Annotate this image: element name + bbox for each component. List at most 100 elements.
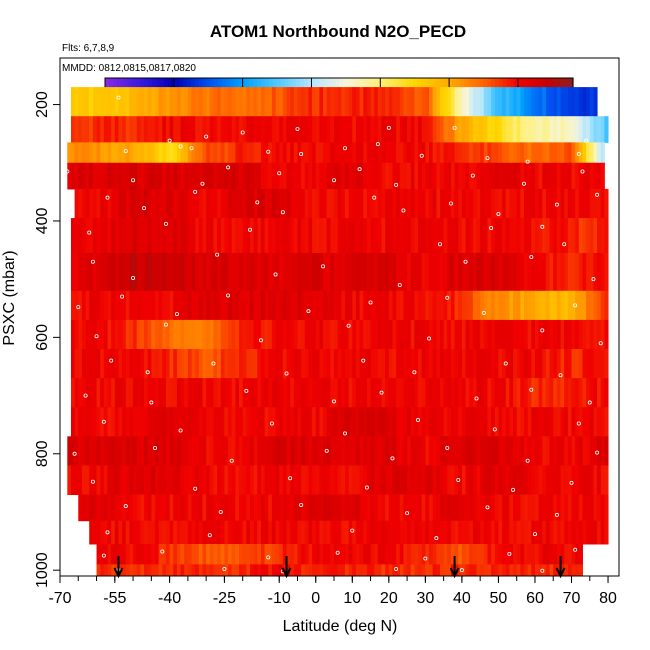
- heatmap-cell: [271, 465, 277, 496]
- heatmap-cell: [319, 378, 324, 408]
- heatmap-cell: [268, 218, 273, 254]
- heatmap-cell: [410, 162, 415, 190]
- heatmap-cell: [260, 349, 266, 379]
- heatmap-cell: [341, 494, 346, 522]
- heatmap-cell: [282, 188, 288, 219]
- heatmap-cell: [418, 349, 423, 379]
- heatmap-cell: [545, 290, 551, 321]
- heatmap-cell: [191, 407, 196, 437]
- heatmap-cell: [271, 564, 277, 577]
- heatmap-cell: [114, 465, 119, 496]
- heatmap-cell: [410, 407, 415, 437]
- heatmap-cell: [545, 494, 551, 522]
- heatmap-cell: [432, 494, 437, 522]
- heatmap-cell: [154, 142, 160, 164]
- heatmap-cell: [425, 319, 430, 350]
- heatmap-cell: [454, 188, 459, 219]
- heatmap-cell: [414, 407, 419, 437]
- heatmap-cell: [388, 520, 393, 545]
- heatmap-cell: [476, 319, 481, 350]
- heatmap-cell: [315, 188, 320, 219]
- heatmap-cell: [78, 87, 83, 117]
- heatmap-cell: [144, 87, 149, 117]
- heatmap-cell: [502, 465, 507, 496]
- heatmap-cell: [217, 252, 222, 292]
- heatmap-cell: [377, 252, 383, 292]
- heatmap-cell: [396, 116, 401, 143]
- heatmap-cell: [414, 188, 419, 219]
- heatmap-cell: [315, 349, 320, 379]
- heatmap-cell: [564, 319, 569, 350]
- heatmap-cell: [582, 349, 587, 379]
- heatmap-cell: [180, 188, 185, 219]
- heatmap-cell: [509, 407, 514, 437]
- heatmap-cell: [144, 218, 149, 254]
- heatmap-cell: [399, 162, 404, 190]
- heatmap-cell: [454, 436, 459, 466]
- heatmap-cell: [308, 349, 313, 379]
- sample-point: [90, 479, 95, 484]
- heatmap-cell: [173, 436, 178, 466]
- heatmap-cell: [421, 436, 426, 466]
- heatmap-cell: [169, 564, 174, 577]
- heatmap-cell: [271, 349, 277, 379]
- heatmap-cell: [220, 349, 225, 379]
- heatmap-cell: [498, 290, 503, 321]
- heatmap-cell: [107, 436, 112, 466]
- heatmap-cell: [439, 142, 445, 164]
- heatmap-cell: [399, 349, 404, 379]
- heatmap-cell: [432, 564, 437, 577]
- heatmap-cell: [220, 162, 225, 190]
- heatmap-cell: [531, 564, 536, 577]
- heatmap-cell: [290, 142, 295, 164]
- heatmap-cell: [469, 494, 474, 522]
- heatmap-cell: [520, 520, 525, 545]
- heatmap-cell: [315, 564, 320, 577]
- heatmap-cell: [231, 162, 236, 190]
- heatmap-cell: [140, 378, 145, 408]
- heatmap-cell: [366, 520, 372, 545]
- heatmap-cell: [268, 465, 273, 496]
- heatmap-cell: [228, 349, 233, 379]
- heatmap-cell: [355, 188, 361, 219]
- sample-point: [595, 192, 600, 197]
- heatmap-cell: [509, 188, 514, 219]
- heatmap-cell: [432, 520, 437, 545]
- heatmap-cell: [96, 290, 101, 321]
- heatmap-cell: [100, 218, 105, 254]
- heatmap-cell: [74, 319, 79, 350]
- sample-point: [529, 255, 534, 260]
- heatmap-cell: [228, 116, 233, 143]
- heatmap-cell: [180, 520, 185, 545]
- heatmap-cell: [604, 465, 609, 496]
- heatmap-cell: [165, 162, 171, 190]
- heatmap-cell: [458, 465, 463, 496]
- heatmap-cell: [293, 252, 298, 292]
- heatmap-cell: [443, 87, 448, 117]
- heatmap-cell: [242, 349, 247, 379]
- heatmap-cell: [560, 218, 565, 254]
- heatmap-cell: [604, 349, 609, 379]
- heatmap-cell: [480, 436, 485, 466]
- heatmap-cell: [392, 436, 397, 466]
- heatmap-cell: [589, 218, 594, 254]
- heatmap-cell: [118, 290, 123, 321]
- heatmap-cell: [600, 407, 605, 437]
- heatmap-cell: [312, 564, 317, 577]
- heatmap-cell: [542, 465, 547, 496]
- heatmap-cell: [429, 407, 434, 437]
- heatmap-cell: [491, 319, 496, 350]
- heatmap-cell: [184, 116, 189, 143]
- heatmap-cell: [509, 465, 514, 496]
- heatmap-cell: [107, 252, 112, 292]
- heatmap-cell: [454, 378, 459, 408]
- sample-point: [131, 178, 136, 183]
- heatmap-cell: [246, 494, 251, 522]
- heatmap-cell: [344, 465, 350, 496]
- heatmap-cell: [498, 319, 503, 350]
- heatmap-cell: [264, 188, 269, 219]
- heatmap-cell: [140, 319, 145, 350]
- heatmap-cell: [509, 142, 514, 164]
- heatmap-cell: [319, 564, 324, 577]
- heatmap-cell: [228, 162, 233, 190]
